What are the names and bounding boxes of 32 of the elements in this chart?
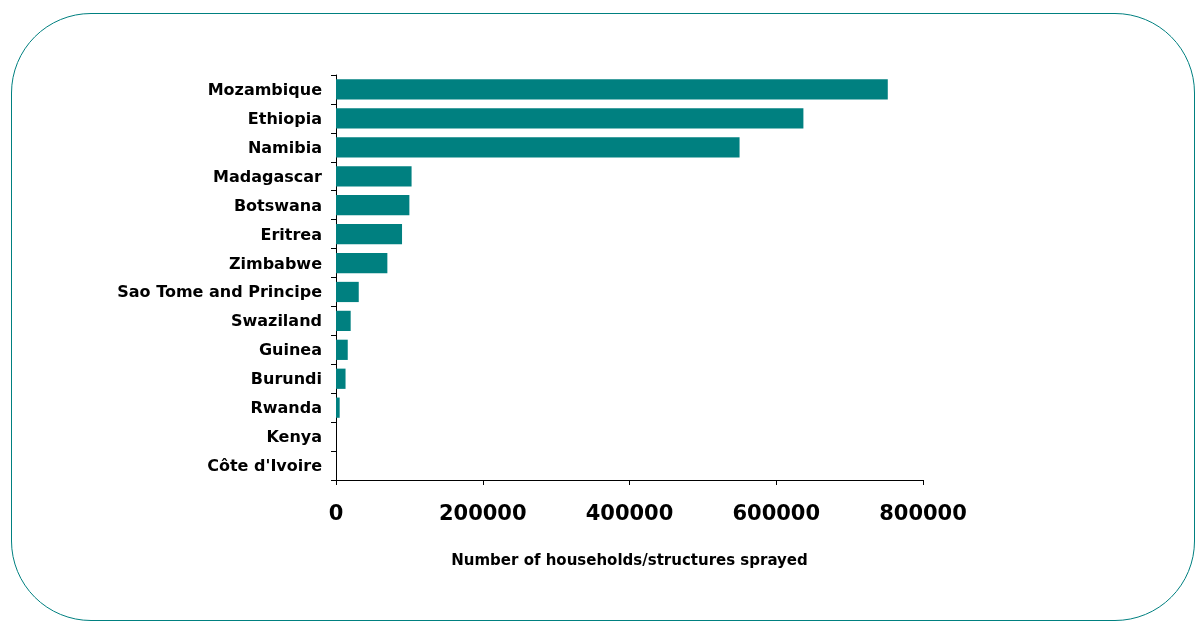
- bar: [336, 368, 346, 389]
- y-tick-label: Mozambique: [207, 79, 323, 99]
- bar: [336, 137, 740, 158]
- y-tick-label: Rwanda: [250, 398, 322, 418]
- y-tick-label: Swaziland: [230, 311, 322, 331]
- y-tick-label: Namibia: [247, 137, 322, 157]
- bar: [336, 195, 410, 216]
- bar: [336, 281, 359, 303]
- x-tick-label: 800000: [879, 500, 967, 525]
- bar: [336, 339, 348, 360]
- y-tick-label: Botswana: [233, 195, 322, 215]
- x-axis-title: Number of households/structures sprayed: [451, 550, 808, 569]
- bar: [336, 108, 804, 129]
- y-tick-label: Ethiopia: [247, 108, 322, 128]
- y-tick-label: Zimbabwe: [228, 253, 323, 273]
- x-tick-label: 200000: [438, 500, 527, 525]
- y-tick-label: Eritrea: [260, 224, 322, 244]
- x-tick-label: 600000: [732, 500, 821, 525]
- y-tick-label: Kenya: [266, 427, 322, 447]
- bar: [336, 166, 412, 187]
- y-tick-label: Madagascar: [213, 166, 323, 186]
- y-tick-label: Guinea: [258, 340, 322, 360]
- bar: [336, 223, 403, 245]
- y-tick-label: Burundi: [250, 369, 322, 389]
- bar: [336, 252, 388, 274]
- x-tick-label: 400000: [585, 500, 674, 525]
- bar: [336, 310, 351, 332]
- bar: [336, 397, 340, 418]
- x-tick-label: 0: [328, 500, 344, 525]
- bar: [336, 79, 888, 100]
- y-tick-label: Côte d'Ivoire: [207, 456, 323, 476]
- y-tick-label: Sao Tome and Principe: [117, 282, 323, 302]
